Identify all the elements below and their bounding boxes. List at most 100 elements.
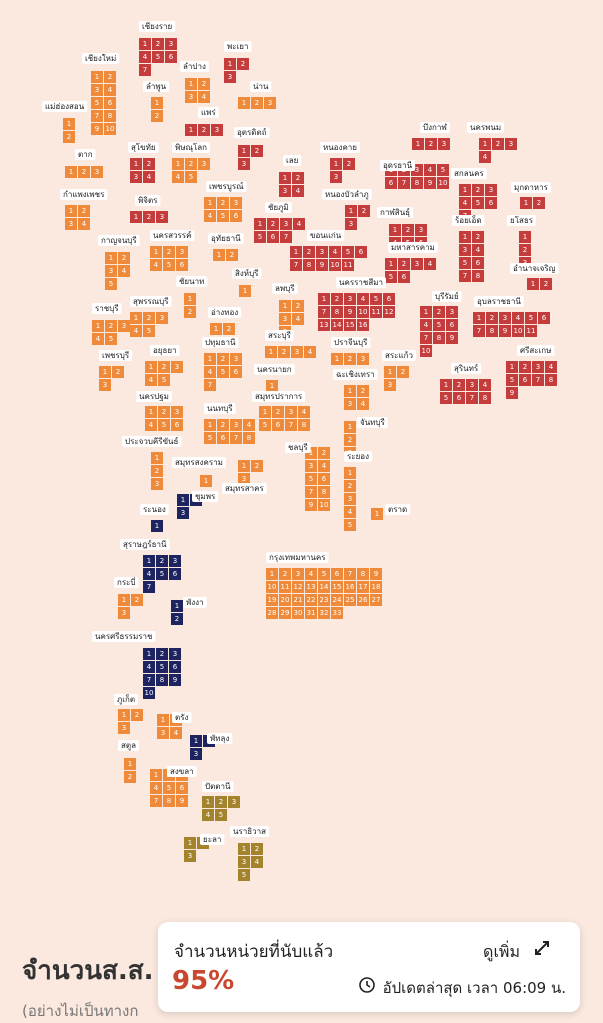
- seat-number: 5: [348, 521, 352, 529]
- seat-number: 2: [429, 140, 433, 148]
- seat-number: 10: [320, 501, 329, 509]
- seat-number: 7: [470, 394, 474, 402]
- seat-tile: [472, 197, 484, 209]
- seat-number: 2: [155, 112, 159, 120]
- seat-number: 1: [524, 199, 528, 207]
- seat-number: 3: [69, 220, 73, 228]
- seat-tile: [505, 138, 517, 150]
- seat-number: 3: [234, 355, 238, 363]
- province-label: นนทบุรี: [207, 404, 233, 413]
- seat-tile: [266, 380, 278, 392]
- seat-number: 7: [294, 261, 298, 269]
- seat-number: 1: [96, 322, 100, 330]
- expand-icon[interactable]: [534, 940, 550, 956]
- label-background: [114, 577, 139, 588]
- seat-tile: [171, 613, 183, 625]
- province-label: ปทุมธานี: [205, 338, 236, 347]
- seat-tile: [357, 568, 369, 580]
- seat-tile: [383, 293, 395, 305]
- seat-number: 5: [109, 335, 113, 343]
- seat-tile: [305, 460, 317, 472]
- seat-tile: [525, 325, 537, 337]
- seat-tile: [292, 607, 304, 619]
- seat-tile: [329, 246, 341, 258]
- seat-number: 9: [320, 261, 324, 269]
- seat-tile: [519, 374, 531, 386]
- label-background: [230, 826, 270, 837]
- seat-number: 1: [228, 60, 232, 68]
- seat-tile: [473, 325, 485, 337]
- seat-number: 6: [271, 233, 276, 241]
- seat-tile: [243, 419, 255, 431]
- seat-tile: [151, 478, 163, 490]
- seat-tile: [305, 568, 317, 580]
- seat-number: 9: [173, 676, 177, 684]
- seat-number: 11: [372, 308, 381, 316]
- label-background: [250, 81, 272, 92]
- seat-tile: [78, 166, 90, 178]
- label-background: [167, 766, 197, 777]
- seat-tile: [156, 211, 168, 223]
- label-background: [385, 504, 411, 515]
- label-background: [320, 142, 360, 153]
- seat-tile: [305, 607, 317, 619]
- seat-tile: [105, 333, 117, 345]
- seat-number: 7: [477, 327, 481, 335]
- province-label: มุกดาหาร: [514, 183, 549, 192]
- seat-number: 1: [349, 207, 353, 215]
- seat-number: 7: [536, 376, 540, 384]
- seat-tile: [152, 38, 164, 50]
- seat-number: 3: [180, 248, 184, 256]
- seat-tile: [506, 387, 518, 399]
- seat-tile: [344, 519, 356, 531]
- seat-tile: [519, 231, 531, 243]
- province-label: สุรินทร์: [454, 363, 479, 373]
- seat-number: 33: [333, 609, 342, 617]
- seat-tile: [433, 332, 445, 344]
- seat-number: 2: [255, 147, 259, 155]
- seat-number: 4: [147, 570, 152, 578]
- label-background: [333, 369, 378, 380]
- seat-number: 6: [389, 179, 394, 187]
- province-label: หนองคาย: [323, 143, 357, 152]
- seat-number: 2: [282, 348, 286, 356]
- seat-number: 2: [82, 168, 86, 176]
- more-link[interactable]: ดูเพิ่ม: [483, 942, 520, 961]
- province-label: ลำพูน: [146, 82, 167, 92]
- seat-number: 4: [516, 314, 521, 322]
- seat-number: 28: [268, 609, 277, 617]
- seat-tile: [204, 432, 216, 444]
- seat-tile: [344, 568, 356, 580]
- province-label: นครศรีธรรมราช: [95, 632, 153, 641]
- seat-number: 4: [149, 421, 154, 429]
- seat-number: 1: [393, 226, 397, 234]
- seat-number: 4: [309, 570, 314, 578]
- seat-number: 2: [476, 233, 480, 241]
- label-background: [507, 215, 537, 226]
- seat-number: 1: [188, 839, 192, 847]
- seat-number: 6: [476, 259, 481, 267]
- seat-number: 1: [309, 449, 313, 457]
- seat-tile: [357, 293, 369, 305]
- seat-number: 1: [389, 260, 393, 268]
- seat-tile: [425, 138, 437, 150]
- seat-tile: [318, 319, 330, 331]
- seat-tile: [143, 687, 155, 699]
- seat-tile: [453, 392, 465, 404]
- seat-tile: [440, 392, 452, 404]
- seat-tile: [223, 323, 235, 335]
- seat-tile: [251, 843, 263, 855]
- label-background: [432, 291, 462, 302]
- seat-number: 3: [388, 381, 392, 389]
- seat-number: 7: [322, 308, 326, 316]
- seat-number: 6: [457, 394, 462, 402]
- seat-number: 2: [255, 99, 259, 107]
- label-background: [176, 276, 208, 287]
- seat-tile: [265, 346, 277, 358]
- seat-tile: [292, 185, 304, 197]
- seat-tile: [412, 138, 424, 150]
- seat-number: 1: [463, 186, 467, 194]
- seat-tile: [492, 138, 504, 150]
- province-label: อุตรดิตถ์: [237, 127, 267, 137]
